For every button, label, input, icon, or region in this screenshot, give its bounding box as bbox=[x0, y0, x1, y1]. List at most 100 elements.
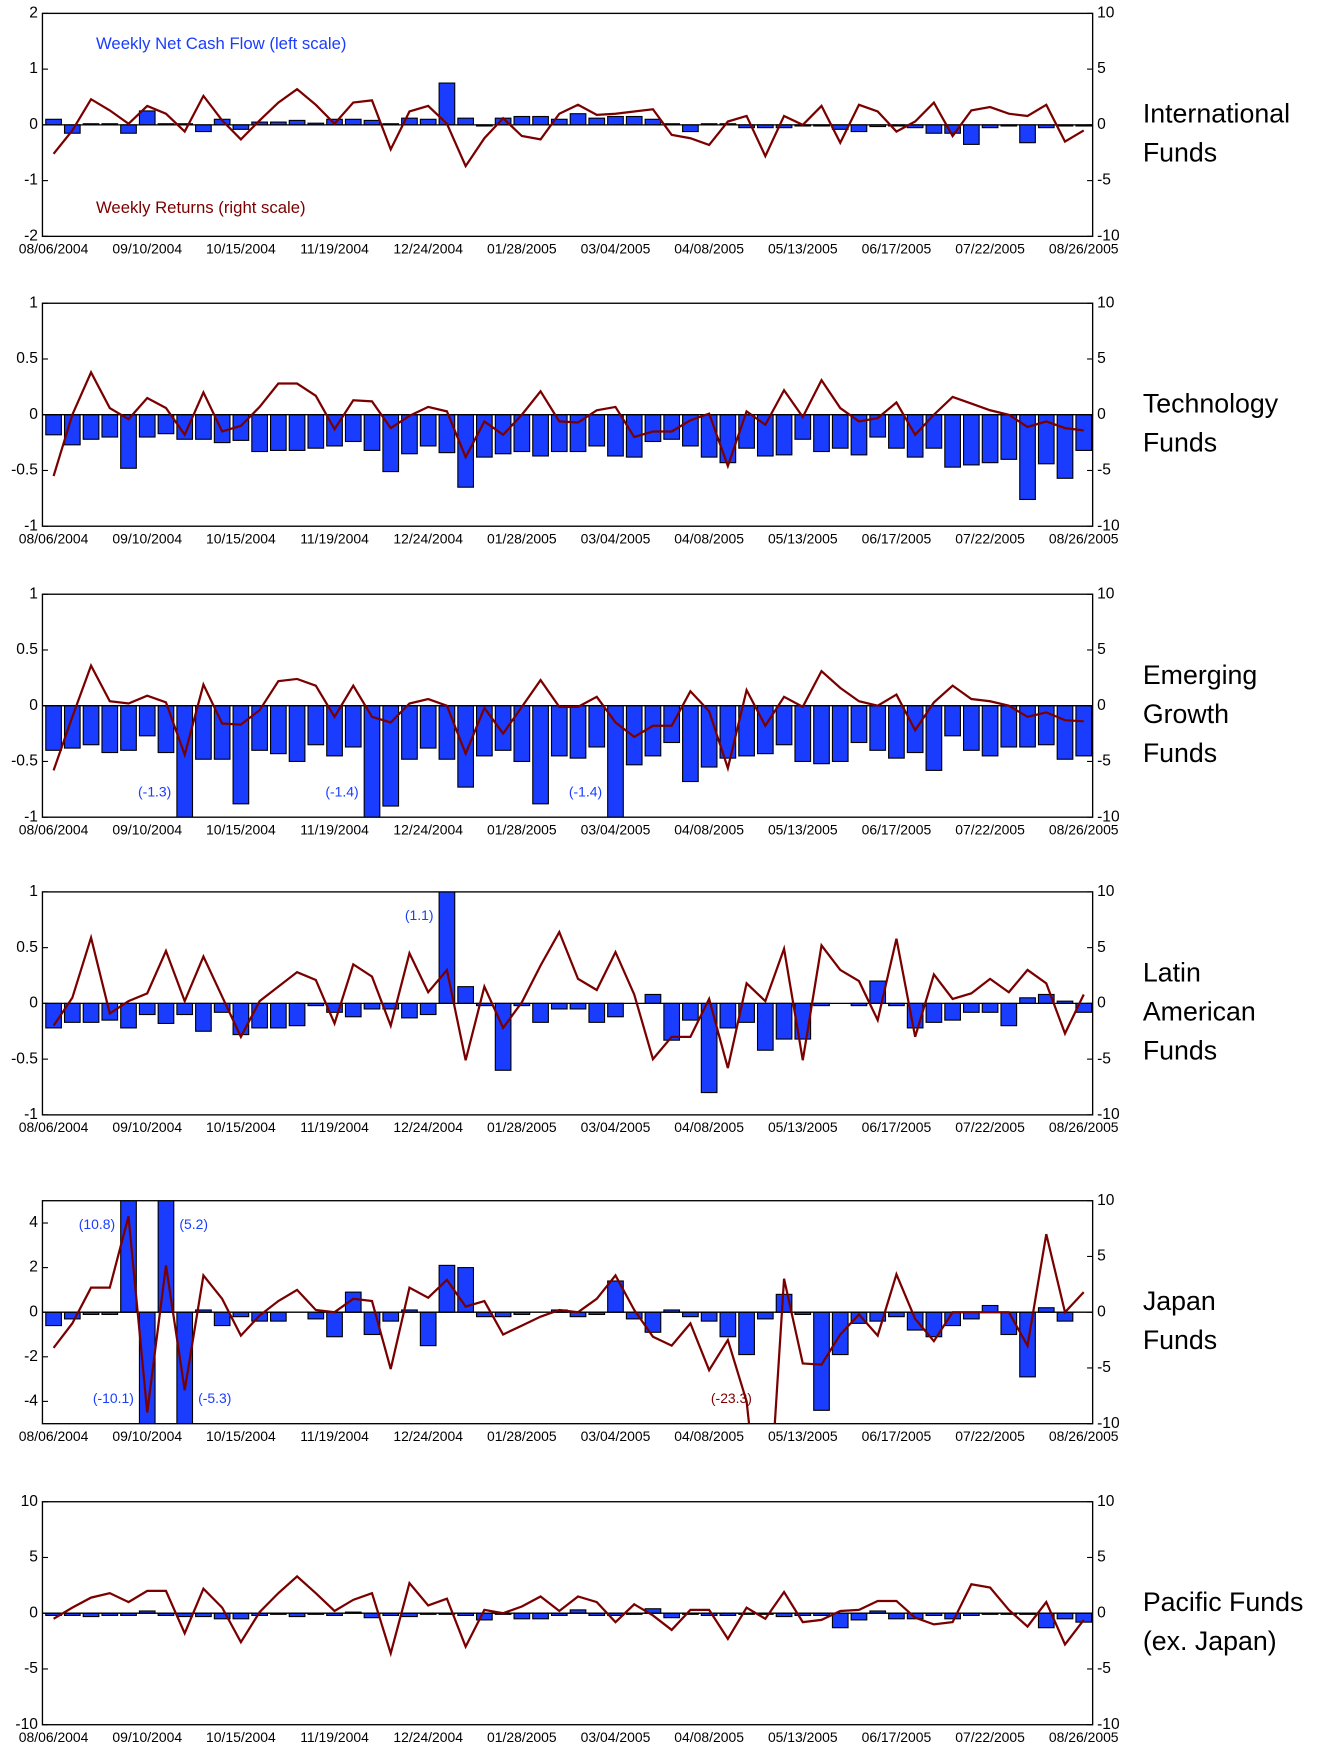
bar bbox=[831, 414, 849, 449]
bar bbox=[588, 414, 606, 447]
x-tick-label: 05/13/2005 bbox=[768, 1119, 838, 1135]
x-tick-label: 12/24/2004 bbox=[393, 240, 463, 256]
x-tick-label: 08/06/2004 bbox=[19, 1729, 89, 1745]
x-tick-label: 08/06/2004 bbox=[19, 1428, 89, 1444]
bar bbox=[82, 705, 100, 746]
bar bbox=[45, 1311, 62, 1327]
y-tick-label: 1 bbox=[29, 60, 38, 77]
y2-tick-label: 0 bbox=[1097, 1303, 1106, 1320]
x-tick-label: 09/10/2004 bbox=[112, 530, 182, 546]
bar bbox=[738, 1311, 755, 1356]
y2-tick-label: -10 bbox=[1097, 517, 1120, 534]
x-tick-label: 04/08/2005 bbox=[674, 240, 744, 256]
x-tick-label: 09/10/2004 bbox=[112, 1119, 182, 1135]
x-tick-label: 10/15/2004 bbox=[206, 821, 276, 837]
value-label: (-1.3) bbox=[138, 783, 171, 799]
x-tick-label: 11/19/2004 bbox=[300, 1119, 369, 1135]
return-line bbox=[52, 1216, 1085, 1424]
value-label: (10.8) bbox=[79, 1216, 115, 1232]
y2-tick-label: 10 bbox=[1097, 5, 1115, 22]
bar bbox=[457, 705, 475, 788]
plot-area bbox=[42, 662, 1093, 818]
legend-entry: Weekly Returns (right scale) bbox=[96, 198, 306, 217]
plot-frame bbox=[41, 12, 1094, 238]
bar bbox=[625, 115, 643, 126]
y2-tick-label: 5 bbox=[1097, 350, 1106, 367]
bar bbox=[1019, 705, 1036, 748]
bar bbox=[494, 1311, 512, 1318]
bar bbox=[82, 1002, 100, 1023]
bar bbox=[176, 1002, 194, 1016]
bar bbox=[682, 705, 699, 783]
bar bbox=[532, 115, 549, 126]
bar bbox=[157, 705, 175, 754]
bar bbox=[569, 1002, 587, 1010]
x-tick-label: 01/28/2005 bbox=[487, 1729, 557, 1745]
x-tick-label: 01/28/2005 bbox=[487, 821, 557, 837]
bar bbox=[944, 1002, 961, 1021]
bar bbox=[981, 1002, 999, 1013]
bar bbox=[251, 414, 268, 453]
bar bbox=[138, 705, 156, 737]
x-tick-label: 04/08/2005 bbox=[674, 1729, 744, 1745]
bar bbox=[944, 414, 961, 468]
x-tick-label: 09/10/2004 bbox=[112, 240, 182, 256]
bar bbox=[269, 1311, 287, 1322]
plot-frame bbox=[41, 302, 1094, 527]
y2-tick-label: 10 bbox=[1097, 294, 1115, 311]
value-label: (1.1) bbox=[405, 907, 434, 923]
value-label: (-10.1) bbox=[93, 1390, 134, 1406]
y-tick-label: 2 bbox=[29, 1259, 38, 1276]
x-tick-label: 05/13/2005 bbox=[768, 1428, 838, 1444]
y-tick-label: -0.5 bbox=[11, 753, 38, 770]
y-tick-label: 0 bbox=[29, 995, 38, 1012]
bar bbox=[756, 1002, 774, 1051]
y-tick-label: -1 bbox=[24, 517, 38, 534]
bar bbox=[269, 1002, 287, 1029]
bar bbox=[775, 705, 793, 746]
bar bbox=[120, 1002, 137, 1029]
x-tick-label: 08/26/2005 bbox=[1049, 821, 1119, 837]
x-tick-label: 03/04/2005 bbox=[581, 821, 651, 837]
value-label: (-23.3) bbox=[711, 1390, 752, 1406]
x-tick-label: 07/22/2005 bbox=[955, 1119, 1025, 1135]
bar bbox=[419, 1002, 437, 1016]
y2-tick-label: 0 bbox=[1097, 697, 1106, 714]
bar bbox=[925, 1002, 943, 1023]
y-tick-label: 1 bbox=[29, 585, 38, 602]
bar bbox=[756, 705, 774, 755]
bar bbox=[925, 124, 943, 134]
value-label: (5.2) bbox=[179, 1216, 208, 1232]
x-tick-label: 04/08/2005 bbox=[674, 530, 744, 546]
y-tick-label: 2 bbox=[29, 5, 38, 22]
bar bbox=[588, 1002, 606, 1023]
y2-tick-label: 5 bbox=[1097, 1549, 1106, 1566]
y2-tick-label: -10 bbox=[1097, 1716, 1120, 1733]
bar bbox=[607, 414, 624, 457]
bar bbox=[962, 705, 980, 751]
y-tick-label: -1 bbox=[24, 172, 38, 189]
y2-tick-label: 5 bbox=[1097, 60, 1106, 77]
x-tick-label: 06/17/2005 bbox=[862, 240, 932, 256]
bar bbox=[532, 414, 549, 457]
x-tick-label: 05/13/2005 bbox=[768, 1729, 838, 1745]
bar bbox=[607, 115, 624, 126]
bar bbox=[550, 705, 568, 757]
y-tick-label: 0 bbox=[29, 1303, 38, 1320]
bar bbox=[925, 705, 943, 771]
return-line bbox=[52, 929, 1085, 1069]
bar bbox=[813, 705, 830, 765]
plot-frame bbox=[41, 1200, 1094, 1425]
y2-tick-label: -5 bbox=[1097, 1050, 1111, 1067]
panel-title: Emerging bbox=[1143, 660, 1257, 690]
bar bbox=[232, 1612, 250, 1620]
bar bbox=[513, 115, 531, 126]
x-tick-label: 10/15/2004 bbox=[206, 1729, 276, 1745]
bar bbox=[101, 705, 119, 754]
bar bbox=[962, 1002, 980, 1013]
x-tick-label: 08/06/2004 bbox=[19, 821, 89, 837]
bar bbox=[251, 1002, 268, 1029]
bar bbox=[1000, 1002, 1018, 1027]
bar bbox=[869, 705, 887, 751]
x-tick-label: 07/22/2005 bbox=[955, 530, 1025, 546]
